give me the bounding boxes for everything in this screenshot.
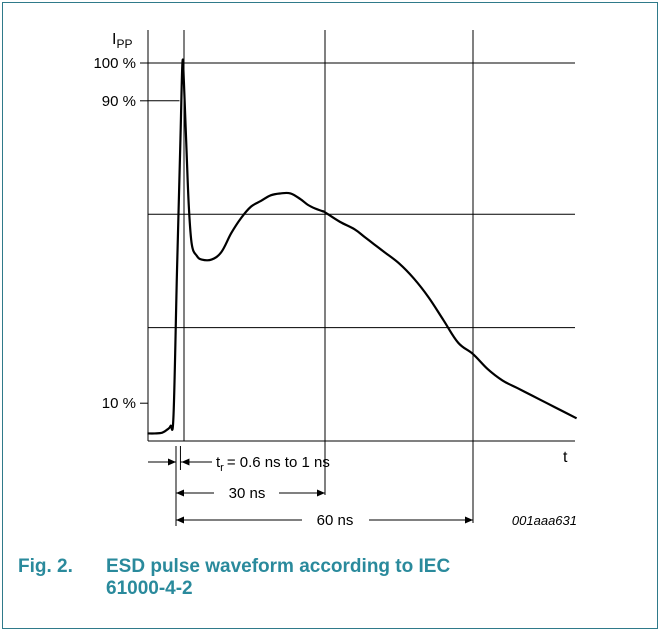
y-ticks: 100 % 90 % 10 % xyxy=(93,55,180,412)
caption-number: Fig. 2. xyxy=(18,556,73,577)
y-tick-label: 100 % xyxy=(93,55,136,72)
figure-id: 001aaa631 xyxy=(512,513,577,528)
y-tick-label: 10 % xyxy=(102,395,136,412)
span60-label: 60 ns xyxy=(317,512,354,529)
arrow-head xyxy=(176,516,185,524)
series-group xyxy=(147,58,578,435)
arrow-head xyxy=(176,489,185,497)
tr-label-text: = 0.6 ns to 1 ns xyxy=(227,454,330,471)
arrow-head xyxy=(168,458,177,466)
x-axis-label: t xyxy=(563,449,568,466)
tr-label-prefix: t xyxy=(216,454,221,471)
grid-lines xyxy=(148,30,575,441)
y-axis-label-sub: PP xyxy=(116,37,132,51)
arrow-head xyxy=(181,458,190,466)
tr-label-sub: r xyxy=(220,462,224,474)
tr-label: tr = 0.6 ns to 1 ns xyxy=(216,454,330,474)
caption-text: ESD pulse waveform according to IEC 6100… xyxy=(106,556,451,599)
span30-label: 30 ns xyxy=(229,485,266,502)
arrow-head xyxy=(465,516,473,524)
y-axis-label: IPP xyxy=(112,31,132,51)
arrow-head xyxy=(317,489,325,497)
esd-pulse-curve xyxy=(147,58,578,435)
y-tick-label: 90 % xyxy=(102,93,136,110)
